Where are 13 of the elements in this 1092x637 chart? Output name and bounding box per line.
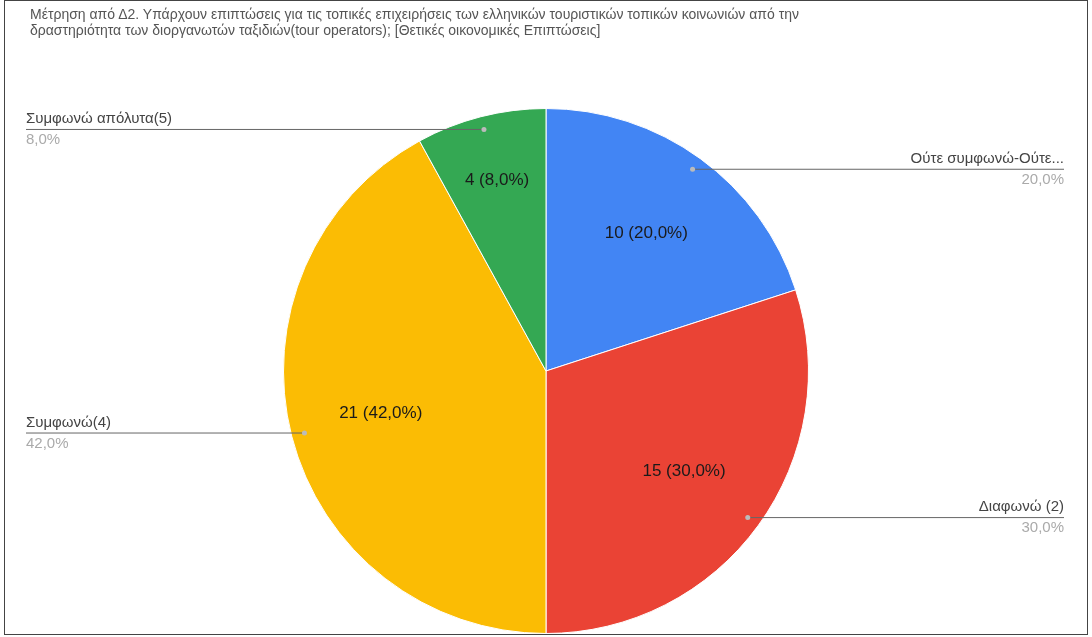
slice-label: Συμφωνώ(4) [26, 412, 112, 430]
data-label: 15 (30,0%) [642, 460, 726, 480]
text: 20,0% [1021, 169, 1064, 187]
text: 8,0% [26, 130, 61, 148]
slice-label: Διαφωνώ (2) [978, 497, 1064, 515]
text: 42,0% [26, 433, 69, 451]
slice-label: Συμφωνώ απόλυτα(5) [26, 109, 173, 127]
data-label: 21 (42,0%) [339, 403, 423, 423]
slice-label: Ούτε συμφωνώ-Ούτε... [910, 148, 1064, 166]
data-label: 4 (8,0%) [464, 170, 530, 189]
text: 30,0% [1021, 518, 1064, 536]
data-label: 10 (20,0%) [604, 222, 688, 242]
chart-title: Μέτρηση από Δ2. Υπάρχουν επιπτώσεις για τις τοπικές επιχειρήσεις των ελληνικών τουριστικών τοπικών κοινωνιών από την δραστηριότητα των διοργανωτών ταξιδιών(tour operators); [Θετικές οικονομικές Επιπτώσεις] [30, 6, 800, 38]
